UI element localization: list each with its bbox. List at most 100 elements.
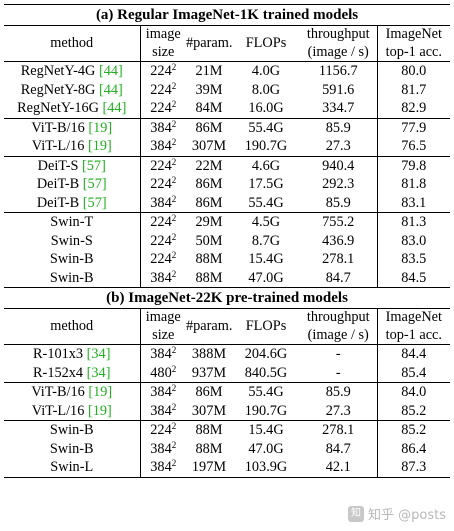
cell-image-size: 2242 — [139, 212, 186, 232]
header-image: image — [139, 308, 186, 327]
zhihu-logo-icon: 知 — [348, 505, 365, 522]
cell-accuracy: 85.4 — [376, 363, 451, 383]
section-title-row: (b) ImageNet-22K pre-trained models — [4, 287, 451, 309]
cell-image-size: 3842 — [139, 137, 186, 156]
cell-method: Swin-B — [4, 420, 140, 440]
cell-flops: 4.6G — [232, 155, 300, 175]
method-name: Swin-B — [49, 269, 94, 286]
watermark-text: 知乎 @posts — [368, 508, 446, 523]
header-row: method image #param. FLOPs throughput ImageNe… — [4, 25, 451, 51]
citation-link[interactable]: [19] — [87, 402, 112, 419]
cell-flops: 47.0G — [248, 269, 284, 286]
cell-flops: 17.5G — [248, 176, 284, 192]
image-size-exponent: 2 — [171, 175, 177, 185]
citation-link[interactable]: [19] — [87, 138, 112, 154]
cell-flops: 8.0G — [251, 81, 281, 98]
cell-param: 29M — [186, 212, 232, 232]
method-name: Swin-B — [49, 251, 94, 267]
cell-image-size: 3842 — [139, 344, 186, 364]
cell-throughput: 42.1 — [300, 458, 377, 478]
cell-param: 86M — [195, 176, 223, 192]
cell-image-size: 3842 — [139, 268, 186, 287]
cell-param: 39M — [195, 81, 223, 98]
cell-throughput: - — [335, 364, 341, 381]
cell-accuracy: 79.8 — [376, 155, 451, 175]
image-size-value: 384 — [150, 459, 172, 475]
cell-param: 388M — [186, 344, 232, 364]
cell-param: 937M — [191, 364, 227, 381]
cell-accuracy: 81.7 — [376, 80, 451, 99]
header-method: method — [50, 317, 94, 334]
method-name: Swin-S — [50, 232, 93, 249]
cell-flops: 55.4G — [248, 194, 284, 211]
cell-param: 307M — [191, 138, 227, 154]
cell-param: 50M — [195, 232, 223, 249]
cell-image-size: 2242 — [139, 99, 186, 118]
cell-accuracy: 83.1 — [376, 193, 451, 213]
cell-method: Swin-L — [4, 458, 140, 478]
cell-image-size: 2242 — [139, 420, 186, 440]
citation-link[interactable]: [57] — [82, 194, 107, 211]
image-size-value: 224 — [150, 251, 172, 267]
citation-link[interactable]: [57] — [82, 157, 106, 174]
method-name: ViT-L/16 — [31, 402, 88, 419]
citation-link[interactable]: [34] — [86, 346, 111, 362]
image-size-exponent: 2 — [171, 213, 177, 223]
cell-image-size: 4802 — [139, 363, 186, 383]
cell-method: ViT-L/16 [19] — [4, 402, 140, 421]
image-size-exponent: 2 — [171, 62, 177, 72]
image-size-exponent: 2 — [171, 345, 177, 355]
table-row: Swin-B 3842 88M 47.0G 84.7 84.5 — [4, 268, 451, 287]
method-name: DeiT-B — [36, 194, 83, 211]
method-name: ViT-L/16 — [31, 138, 88, 154]
cell-accuracy: 84.0 — [376, 382, 451, 402]
citation-link[interactable]: [57] — [82, 176, 107, 192]
image-size-exponent: 2 — [171, 363, 177, 374]
citation-link[interactable]: [19] — [88, 119, 113, 136]
image-size-value: 384 — [150, 119, 172, 136]
method-name: ViT-B/16 — [31, 119, 89, 136]
header-method: method — [50, 34, 94, 51]
citation-link[interactable]: [34] — [86, 364, 111, 381]
image-size-exponent: 2 — [171, 250, 177, 260]
cell-method: RegNetY-8G [44] — [4, 81, 140, 100]
cell-flops: 204.6G — [232, 344, 300, 364]
cell-flops: 8.7G — [251, 232, 281, 249]
image-size-value: 224 — [150, 81, 172, 98]
table-row: DeiT-B [57] 3842 86M 55.4G 85.9 83.1 — [4, 193, 451, 213]
method-name: DeiT-B — [36, 176, 83, 192]
cell-method: RegNetY-16G [44] — [4, 99, 140, 118]
cell-throughput: 85.9 — [300, 382, 377, 402]
method-name: RegNetY-4G — [20, 63, 99, 79]
image-size-value: 384 — [150, 346, 172, 362]
cell-param: 88M — [195, 440, 223, 457]
citation-link[interactable]: [44] — [102, 100, 127, 116]
table-row: ViT-B/16 [19] 3842 86M 55.4G 85.9 84.0 — [4, 382, 451, 402]
watermark: 知 知乎 @posts — [348, 504, 446, 523]
citation-link[interactable]: [44] — [98, 63, 123, 79]
cell-method: ViT-B/16 [19] — [4, 117, 140, 137]
cell-accuracy: 84.5 — [376, 268, 451, 287]
cell-method: Swin-B — [4, 250, 140, 269]
cell-throughput: - — [300, 344, 377, 364]
cell-param: 84M — [195, 100, 223, 116]
method-name: Swin-L — [50, 459, 94, 475]
cell-image-size: 3842 — [139, 458, 186, 478]
image-size-value: 224 — [150, 214, 172, 230]
image-size-value: 384 — [150, 440, 172, 457]
image-size-exponent: 2 — [171, 99, 177, 109]
cell-image-size: 3842 — [139, 401, 186, 421]
image-size-exponent: 2 — [171, 383, 177, 393]
table-row: Swin-S 2242 50M 8.7G 436.9 83.0 — [4, 231, 451, 250]
citation-link[interactable]: [19] — [88, 384, 113, 400]
header-param: #param. — [186, 317, 233, 334]
table-row: Swin-B 2242 88M 15.4G 278.1 85.2 — [4, 420, 451, 440]
image-size-value: 384 — [150, 138, 172, 154]
cell-flops: 190.7G — [244, 138, 288, 154]
header-throughput-unit: (image / s) — [307, 43, 369, 60]
cell-param: 88M — [195, 251, 223, 267]
header-row: size (image / s) top-1 acc. — [4, 43, 451, 62]
cell-accuracy: 81.8 — [376, 175, 451, 194]
method-name: RegNetY-16G — [17, 100, 103, 116]
citation-link[interactable]: [44] — [98, 81, 123, 98]
